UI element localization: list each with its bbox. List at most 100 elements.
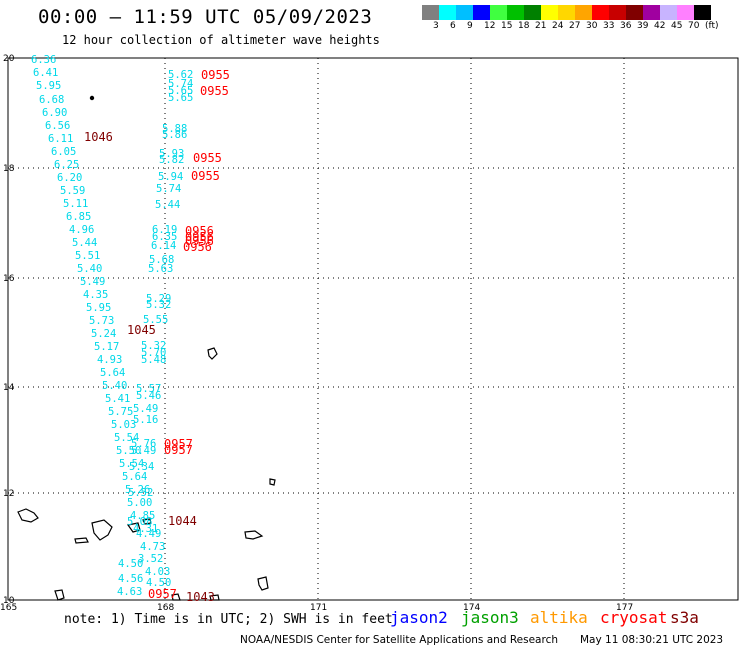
wave-height-label: 5.73 xyxy=(89,315,114,327)
island-outline xyxy=(207,347,218,360)
wave-height-label: 5.86 xyxy=(162,129,187,141)
legend-label: (ft) xyxy=(705,21,719,31)
wave-height-label: 5.32 xyxy=(141,340,166,352)
latitude-label: 20 xyxy=(3,54,15,64)
legend-label: 39 xyxy=(637,21,649,31)
wave-height-label: 5.62 xyxy=(168,69,193,81)
island-outline xyxy=(17,508,39,523)
wave-height-label: 4.56 xyxy=(118,573,143,585)
island-outline xyxy=(171,593,181,601)
time-label: 0955 xyxy=(201,68,230,82)
time-label: 1045 xyxy=(127,323,156,337)
wave-height-label: 5.65 xyxy=(168,92,193,104)
wave-height-label: 6.25 xyxy=(54,159,79,171)
wave-height-label: 5.41 xyxy=(105,393,130,405)
satellite-altika: altika xyxy=(530,608,588,627)
time-label: 0956 xyxy=(185,230,214,244)
wave-height-label: 5.95 xyxy=(86,302,111,314)
wave-height-label: 6.68 xyxy=(39,94,64,106)
generated-time: May 11 08:30:21 UTC 2023 xyxy=(580,634,724,646)
legend-label: 27 xyxy=(569,21,581,31)
island-outline xyxy=(126,522,141,533)
wave-height-label: 6.14 xyxy=(151,240,176,252)
wave-height-label: 5.49 xyxy=(80,276,105,288)
map-grid xyxy=(8,58,738,600)
latitude-label: 16 xyxy=(3,274,15,284)
wave-height-label: 6.36 xyxy=(31,54,56,66)
wave-height-label: 5.88 xyxy=(162,123,187,135)
legend-label: 45 xyxy=(671,21,683,31)
wave-height-label: 5.40 xyxy=(102,380,127,392)
wave-height-label: 4.35 xyxy=(83,289,108,301)
wave-height-label: 4.96 xyxy=(69,224,94,236)
latitude-label: 14 xyxy=(3,383,15,393)
wave-height-label: 4.03 xyxy=(145,566,170,578)
wave-height-label: 6.90 xyxy=(42,107,67,119)
wave-height-label: 5.64 xyxy=(100,367,125,379)
wave-height-labels: 6.366.415.956.686.906.566.116.056.256.20… xyxy=(31,54,193,598)
wave-height-label: 6.85 xyxy=(66,211,91,223)
color-legend-labels: 3 6 9 12 15 18 21 24 27 30 33 36 39 42 45 70 (ft) xyxy=(422,21,740,33)
wave-height-label: 5.44 xyxy=(72,237,97,249)
wave-height-label: 5.65 xyxy=(168,85,193,97)
wave-height-label: 4.50 xyxy=(118,558,143,570)
wave-height-label: 5.54 xyxy=(114,432,139,444)
legend-label: 6 xyxy=(450,21,456,31)
wave-height-label: 5.29 xyxy=(146,293,171,305)
wave-height-label: 5.17 xyxy=(94,341,119,353)
time-label: 0956 xyxy=(183,240,212,254)
wave-height-label: 6.20 xyxy=(57,172,82,184)
longitude-label: 165 xyxy=(0,603,17,613)
legend-label: 15 xyxy=(501,21,513,31)
time-labels: 1046104510441043095509550955095509560956… xyxy=(84,68,230,604)
legend-swatch xyxy=(439,5,456,20)
latitude-label: 18 xyxy=(3,164,15,174)
legend-swatch xyxy=(694,5,711,20)
satellite-cryosat: cryosat xyxy=(600,608,668,627)
legend-swatch xyxy=(609,5,626,20)
satellite-jason3: jason3 xyxy=(461,608,519,627)
wave-height-label: 5.54 xyxy=(119,458,144,470)
legend-label: 30 xyxy=(586,21,598,31)
legend-swatch xyxy=(422,5,439,20)
wave-height-label: 5.49 xyxy=(131,445,156,457)
map-frame xyxy=(7,57,739,601)
wave-height-label: 5.74 xyxy=(156,183,181,195)
wave-height-label: 5.34 xyxy=(129,461,154,473)
legend-swatch xyxy=(677,5,694,20)
wave-height-label: 5.57 xyxy=(136,383,161,395)
wave-height-label: 5.64 xyxy=(122,471,147,483)
time-label: 0955 xyxy=(193,151,222,165)
wave-height-label: 5.70 xyxy=(141,347,166,359)
legend-swatch xyxy=(456,5,473,20)
longitude-label: 168 xyxy=(157,603,174,613)
credit-text: NOAA/NESDIS Center for Satellite Applica… xyxy=(240,634,558,646)
wave-height-label: 5.49 xyxy=(133,403,158,415)
wave-height-label: 3.52 xyxy=(138,553,163,565)
island-outline xyxy=(269,478,276,486)
legend-swatch xyxy=(473,5,490,20)
wave-height-label: 5.51 xyxy=(75,250,100,262)
legend-label: 21 xyxy=(535,21,547,31)
wave-height-label: 5.94 xyxy=(158,171,183,183)
wave-height-label: 5.08 xyxy=(127,516,152,528)
island-outline xyxy=(209,594,220,601)
wave-height-label: 5.44 xyxy=(155,199,180,211)
wave-height-label: 6.19 xyxy=(152,224,177,236)
wave-height-label: 4.85 xyxy=(130,510,155,522)
island-outlines xyxy=(17,95,276,601)
wave-height-label: 4.63 xyxy=(117,586,142,598)
legend-label: 42 xyxy=(654,21,666,31)
legend-swatch xyxy=(524,5,541,20)
longitude-label: 174 xyxy=(463,603,480,613)
wave-height-label: 5.68 xyxy=(149,254,174,266)
color-legend xyxy=(422,5,711,20)
footer-note: note: 1) Time is in UTC; 2) SWH is in fe… xyxy=(64,612,393,627)
wave-height-label: 5.52 xyxy=(128,487,153,499)
wave-height-label: 5.00 xyxy=(127,497,152,509)
legend-label: 24 xyxy=(552,21,564,31)
island-outline xyxy=(74,537,89,544)
island-outline xyxy=(54,589,65,601)
wave-height-label: 4.50 xyxy=(146,577,171,589)
